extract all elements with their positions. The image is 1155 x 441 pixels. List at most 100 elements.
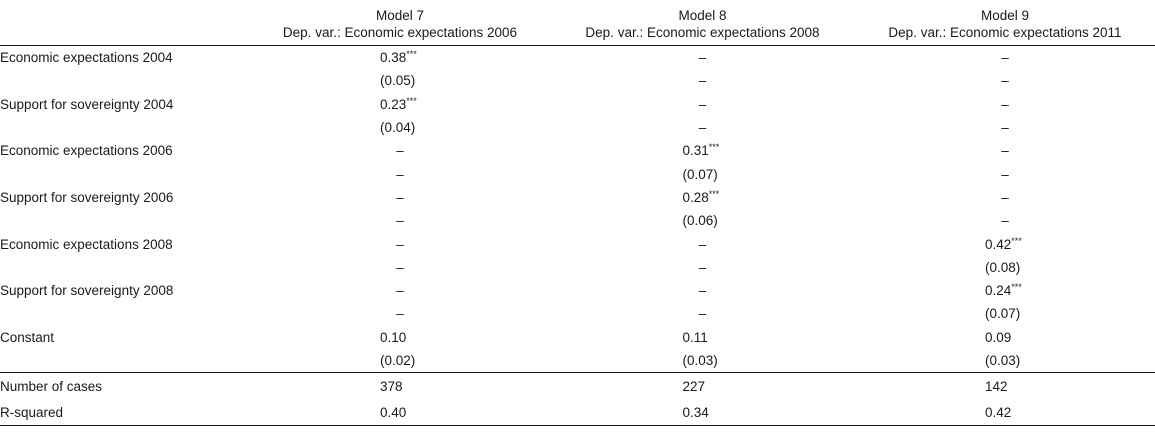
cell-value: – [396,189,404,205]
cell-value: – [698,306,707,322]
cell-model-8: (0.07) [550,162,855,185]
cell-model-7: (0.04) [250,116,550,139]
dependent-variable: Dep. var.: Economic expectations 2008 [585,25,820,40]
coefficient-row: Support for sovereignty 2006 – 0.28*** – [0,186,1155,209]
cell-model-9: – [855,46,1155,70]
cell-value: (0.02) [380,353,416,368]
cell-model-9: – [855,209,1155,232]
cell-model-7: 0.38*** [250,46,550,70]
cell-model-8: – [550,93,855,116]
row-label [0,162,250,185]
cell-value: – [396,236,404,252]
cell-model-7: – [250,256,550,279]
cell-model-8: 0.31*** [550,139,855,162]
statistic-row: R-squared 0.40 0.34 0.42 [0,399,1155,426]
cell-value: 0.42 [985,404,1012,420]
row-label: Number of cases [0,378,103,394]
cell-value: (0.06) [682,213,718,229]
dependent-variable: Dep. var.: Economic expectations 2011 [888,25,1122,40]
cell-value: – [698,50,707,66]
row-label: R-squared [0,404,64,420]
cell-value: 0.23*** [380,95,417,112]
cell-value: – [396,143,404,159]
cell-model-8: (0.03) [550,349,855,373]
cell-value: (0.03) [682,353,718,368]
cell-value: – [396,213,404,229]
cell-model-7: – [250,186,550,209]
coefficient-row: – (0.07) – [0,162,1155,185]
row-label [0,349,250,373]
cell-value: – [698,259,707,275]
cell-model-7: 378 [250,373,550,400]
cell-value: – [698,120,707,136]
cell-value: (0.03) [985,353,1021,368]
model-name: Model 7 [375,8,425,23]
row-label [0,116,250,139]
coefficient-row: – – (0.07) [0,302,1155,325]
coefficient-row: – (0.06) – [0,209,1155,232]
cell-model-8: – [550,116,855,139]
cell-value: – [1001,143,1009,159]
cell-model-7: (0.02) [250,349,550,373]
cell-value: 0.38*** [380,49,417,66]
cell-value: 0.09 [985,329,1012,345]
cell-value: – [698,96,707,112]
cell-model-8: 227 [550,373,855,400]
cell-value: 0.28*** [682,188,720,205]
summary-statistics: Number of cases 378 227 142 R-squared 0.40 0.3… [0,373,1155,426]
row-label [0,256,250,279]
row-label [0,209,250,232]
coefficient-row: Support for sovereignty 2004 0.23*** – – [0,93,1155,116]
coefficient-row: (0.05) – – [0,69,1155,92]
header-empty [0,4,250,46]
model-name: Model 8 [678,8,727,23]
row-label: Economic expectations 2008 [0,236,173,252]
coefficient-row: – – (0.08) [0,256,1155,279]
cell-model-7: – [250,139,550,162]
cell-model-7: – [250,209,550,232]
cell-model-7: 0.23*** [250,93,550,116]
cell-model-8: – [550,279,855,302]
cell-value: (0.07) [682,166,718,182]
row-label: Support for sovereignty 2004 [0,96,174,112]
cell-value: (0.08) [985,259,1021,275]
cell-value: – [698,236,707,252]
cell-model-8: – [550,46,855,70]
cell-model-8: – [550,256,855,279]
cell-value: – [1001,96,1009,112]
cell-model-8: – [550,69,855,92]
coefficient-row: Economic expectations 2006 – 0.31*** – [0,139,1155,162]
cell-model-8: (0.06) [550,209,855,232]
cell-value: – [698,73,707,89]
cell-value: – [396,166,404,182]
cell-model-7: – [250,279,550,302]
row-label: Economic expectations 2004 [0,50,173,66]
cell-model-9: – [855,69,1155,92]
cell-value: – [1001,120,1009,136]
coefficient-rows: Economic expectations 2004 0.38*** – – (0.05… [0,46,1155,373]
row-label: Economic expectations 2006 [0,143,173,159]
cell-value: 0.11 [682,329,708,345]
cell-value: – [1001,50,1009,66]
cell-value: (0.05) [380,73,416,89]
coefficient-row: Constant 0.10 0.11 0.09 [0,326,1155,349]
model-name: Model 9 [980,8,1030,23]
row-label: Constant [0,329,55,345]
dependent-variable: Dep. var.: Economic expectations 2006 [282,25,518,40]
cell-model-7: – [250,162,550,185]
cell-value: (0.07) [985,306,1021,322]
coefficient-row: (0.04) – – [0,116,1155,139]
cell-value: 0.31*** [682,142,720,159]
cell-model-8: 0.34 [550,399,855,426]
coefficient-row: Economic expectations 2004 0.38*** – – [0,46,1155,70]
row-label: Support for sovereignty 2008 [0,283,174,299]
cell-model-7: (0.05) [250,69,550,92]
cell-value: – [1001,213,1009,229]
coefficient-row: (0.02) (0.03) (0.03) [0,349,1155,373]
cell-model-9: – [855,162,1155,185]
model-9-header: Model 9 Dep. var.: Economic expectations… [855,4,1155,46]
header-row: Model 7 Dep. var.: Economic expectations… [0,4,1155,46]
coefficient-row: Economic expectations 2008 – – 0.42*** [0,232,1155,255]
cell-value: – [1001,73,1009,89]
cell-model-7: – [250,232,550,255]
